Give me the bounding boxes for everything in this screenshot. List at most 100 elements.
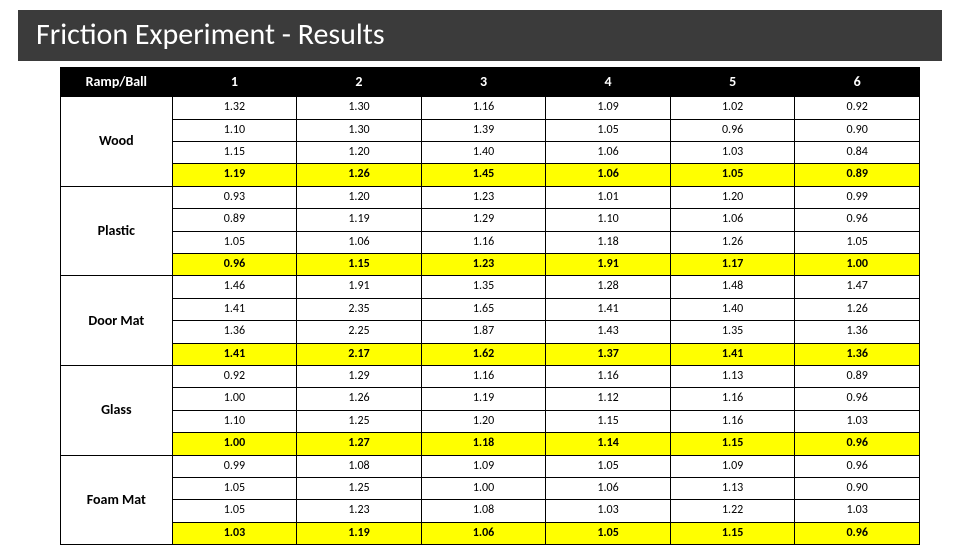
summary-cell: 1.17 — [670, 254, 795, 276]
summary-row: 1.412.171.621.371.411.36 — [61, 343, 920, 365]
data-cell: 1.06 — [546, 142, 671, 164]
data-cell: 1.16 — [421, 365, 546, 387]
summary-cell: 1.45 — [421, 164, 546, 186]
table-row: 1.101.251.201.151.161.03 — [61, 410, 920, 432]
data-cell: 1.30 — [297, 119, 422, 141]
data-cell: 1.48 — [670, 276, 795, 298]
summary-row: 1.031.191.061.051.150.96 — [61, 522, 920, 544]
data-cell: 1.40 — [421, 142, 546, 164]
table-row: 1.051.251.001.061.130.90 — [61, 477, 920, 499]
data-cell: 1.10 — [546, 209, 671, 231]
summary-cell: 1.19 — [172, 164, 297, 186]
data-cell: 1.16 — [546, 365, 671, 387]
group-label: Wood — [61, 97, 173, 187]
data-cell: 1.00 — [421, 477, 546, 499]
data-cell: 1.10 — [172, 119, 297, 141]
table-row: Glass0.921.291.161.161.130.89 — [61, 365, 920, 387]
data-cell: 0.84 — [795, 142, 920, 164]
data-cell: 1.12 — [546, 388, 671, 410]
table-row: 1.051.231.081.031.221.03 — [61, 500, 920, 522]
summary-cell: 1.91 — [546, 254, 671, 276]
data-cell: 2.25 — [297, 321, 422, 343]
data-cell: 0.93 — [172, 186, 297, 208]
data-cell: 1.20 — [297, 186, 422, 208]
summary-cell: 1.14 — [546, 433, 671, 455]
data-cell: 1.06 — [670, 209, 795, 231]
data-cell: 1.87 — [421, 321, 546, 343]
data-cell: 1.19 — [421, 388, 546, 410]
summary-cell: 1.03 — [172, 522, 297, 544]
data-cell: 1.35 — [670, 321, 795, 343]
data-cell: 1.20 — [421, 410, 546, 432]
data-cell: 1.26 — [795, 298, 920, 320]
data-cell: 1.29 — [297, 365, 422, 387]
group-label: Glass — [61, 365, 173, 455]
summary-row: 1.001.271.181.141.150.96 — [61, 433, 920, 455]
table-row: Door Mat1.461.911.351.281.481.47 — [61, 276, 920, 298]
data-cell: 1.19 — [297, 209, 422, 231]
data-cell: 1.22 — [670, 500, 795, 522]
data-cell: 1.05 — [172, 477, 297, 499]
col-header: 2 — [297, 68, 422, 97]
summary-cell: 1.19 — [297, 522, 422, 544]
data-cell: 0.92 — [795, 97, 920, 119]
data-cell: 1.13 — [670, 477, 795, 499]
data-cell: 1.05 — [172, 500, 297, 522]
data-cell: 1.28 — [546, 276, 671, 298]
summary-cell: 0.96 — [795, 433, 920, 455]
summary-cell: 1.62 — [421, 343, 546, 365]
summary-cell: 0.96 — [172, 254, 297, 276]
summary-cell: 1.15 — [670, 433, 795, 455]
results-table: Ramp/Ball 1 2 3 4 5 6 Wood1.321.301.161.… — [60, 67, 920, 545]
col-header: 6 — [795, 68, 920, 97]
summary-row: 1.191.261.451.061.050.89 — [61, 164, 920, 186]
col-header: 3 — [421, 68, 546, 97]
data-cell: 1.08 — [421, 500, 546, 522]
data-cell: 1.25 — [297, 410, 422, 432]
table-row: 1.362.251.871.431.351.36 — [61, 321, 920, 343]
table-row: 0.891.191.291.101.060.96 — [61, 209, 920, 231]
table-row: 1.101.301.391.050.960.90 — [61, 119, 920, 141]
data-cell: 1.25 — [297, 477, 422, 499]
table-row: Wood1.321.301.161.091.020.92 — [61, 97, 920, 119]
data-cell: 1.05 — [795, 231, 920, 253]
summary-cell: 1.15 — [670, 522, 795, 544]
data-cell: 0.90 — [795, 477, 920, 499]
summary-cell: 1.06 — [421, 522, 546, 544]
data-cell: 1.16 — [421, 231, 546, 253]
data-cell: 1.16 — [421, 97, 546, 119]
col-header: 5 — [670, 68, 795, 97]
summary-cell: 1.15 — [297, 254, 422, 276]
data-cell: 1.08 — [297, 455, 422, 477]
group-label: Plastic — [61, 186, 173, 276]
data-cell: 1.35 — [421, 276, 546, 298]
data-cell: 1.15 — [546, 410, 671, 432]
summary-cell: 2.17 — [297, 343, 422, 365]
col-header: 4 — [546, 68, 671, 97]
data-cell: 1.10 — [172, 410, 297, 432]
data-cell: 1.32 — [172, 97, 297, 119]
summary-cell: 1.00 — [795, 254, 920, 276]
data-cell: 0.89 — [172, 209, 297, 231]
data-cell: 1.18 — [546, 231, 671, 253]
header-row: Ramp/Ball 1 2 3 4 5 6 — [61, 68, 920, 97]
data-cell: 1.15 — [172, 142, 297, 164]
page-title: Friction Experiment - Results — [18, 10, 942, 61]
data-cell: 1.65 — [421, 298, 546, 320]
data-cell: 1.36 — [172, 321, 297, 343]
summary-cell: 1.36 — [795, 343, 920, 365]
col-header: 1 — [172, 68, 297, 97]
data-cell: 1.06 — [546, 477, 671, 499]
table-row: 1.151.201.401.061.030.84 — [61, 142, 920, 164]
summary-cell: 1.23 — [421, 254, 546, 276]
data-cell: 1.09 — [670, 455, 795, 477]
data-cell: 1.20 — [297, 142, 422, 164]
data-cell: 1.29 — [421, 209, 546, 231]
data-cell: 1.41 — [546, 298, 671, 320]
data-cell: 1.39 — [421, 119, 546, 141]
data-cell: 1.09 — [421, 455, 546, 477]
summary-cell: 1.00 — [172, 433, 297, 455]
data-cell: 2.35 — [297, 298, 422, 320]
data-cell: 0.89 — [795, 365, 920, 387]
table-row: 1.051.061.161.181.261.05 — [61, 231, 920, 253]
